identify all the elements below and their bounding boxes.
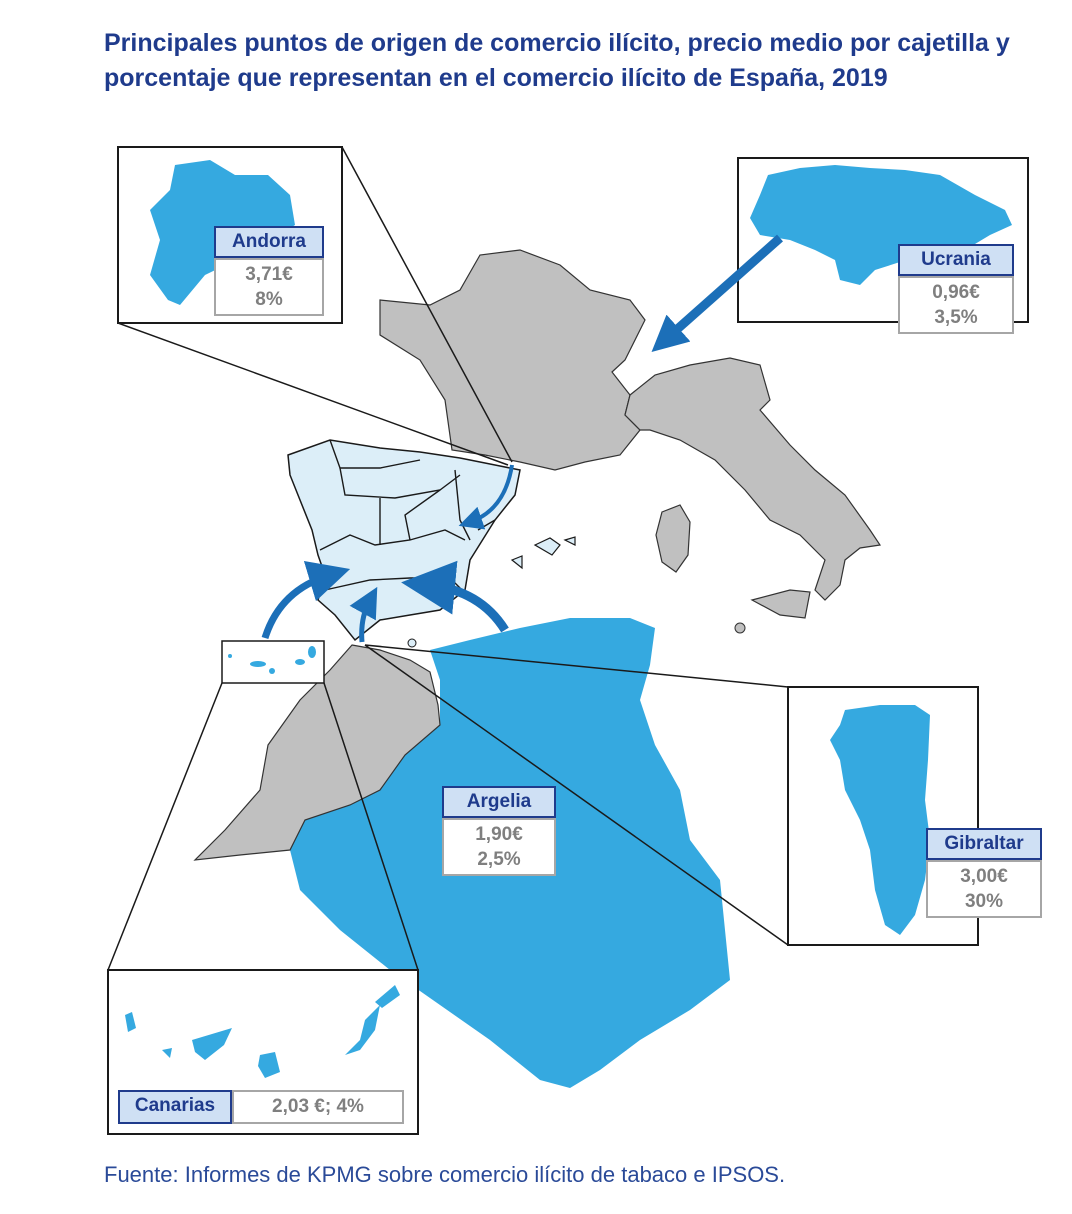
spain-region-borders (319, 439, 496, 591)
canarias-connector-line (107, 682, 223, 971)
canarias-name: Canarias (118, 1090, 232, 1124)
gibraltar-share: 30% (964, 891, 1004, 912)
argelia-name: Argelia (442, 786, 556, 818)
gibraltar-connector-line (364, 644, 789, 688)
andorra-connector-line (341, 146, 513, 463)
ucrania-label: Ucrania 0,96€ 3,5% (898, 244, 1014, 334)
argelia-share: 2,5% (477, 849, 521, 870)
andorra-values: 3,71€ 8% (214, 258, 324, 316)
canarias-inset-islands (125, 985, 400, 1078)
canarias-mini-islands (228, 646, 316, 674)
gibraltar-name: Gibraltar (926, 828, 1042, 860)
andorra-label: Andorra 3,71€ 8% (214, 226, 324, 316)
canarias-values: 2,03 €; 4% (232, 1090, 404, 1124)
algeria-arrow (401, 560, 509, 633)
ucrania-values: 0,96€ 3,5% (898, 276, 1014, 334)
canarias-connector-line (323, 682, 419, 971)
gibraltar-inset-shape (830, 705, 930, 935)
ukraine-arrow (651, 234, 783, 352)
ceuta-shape (407, 638, 417, 648)
gibraltar-arrow (349, 586, 378, 643)
andorra-arrow (458, 464, 514, 530)
gibraltar-price: 3,00€ (960, 866, 1008, 887)
ucrania-price: 0,96€ (932, 282, 980, 303)
morocco-shape (193, 644, 441, 861)
canarias-arrow (261, 560, 351, 640)
source-note: Fuente: Informes de KPMG sobre comercio … (104, 1162, 786, 1187)
france-shape (379, 249, 646, 471)
sicily-shape (750, 589, 811, 619)
ucrania-name: Ucrania (898, 244, 1014, 276)
gibraltar-values: 3,00€ 30% (926, 860, 1042, 918)
corsica-shape (655, 504, 691, 573)
andorra-name: Andorra (214, 226, 324, 258)
andorra-price: 3,71€ (245, 264, 293, 285)
canarias-mini-frame (221, 640, 325, 684)
argelia-values: 1,90€ 2,5% (442, 818, 556, 876)
ukraine-inset-shape (750, 165, 1012, 285)
balearic-islands-shape (510, 536, 576, 570)
andorra-connector-line (117, 322, 509, 466)
ucrania-share: 3,5% (934, 307, 978, 328)
canarias-label: Canarias 2,03 €; 4% (118, 1090, 404, 1124)
argelia-label: Argelia 1,90€ 2,5% (442, 786, 556, 876)
gibraltar-connector-line (364, 644, 789, 946)
andorra-share: 8% (255, 289, 283, 310)
argelia-price: 1,90€ (475, 824, 523, 845)
map-title: Principales puntos de origen de comercio… (104, 29, 1010, 92)
italy-shape (624, 357, 882, 601)
malta-shape (734, 622, 746, 634)
gibraltar-label: Gibraltar 3,00€ 30% (926, 828, 1042, 918)
